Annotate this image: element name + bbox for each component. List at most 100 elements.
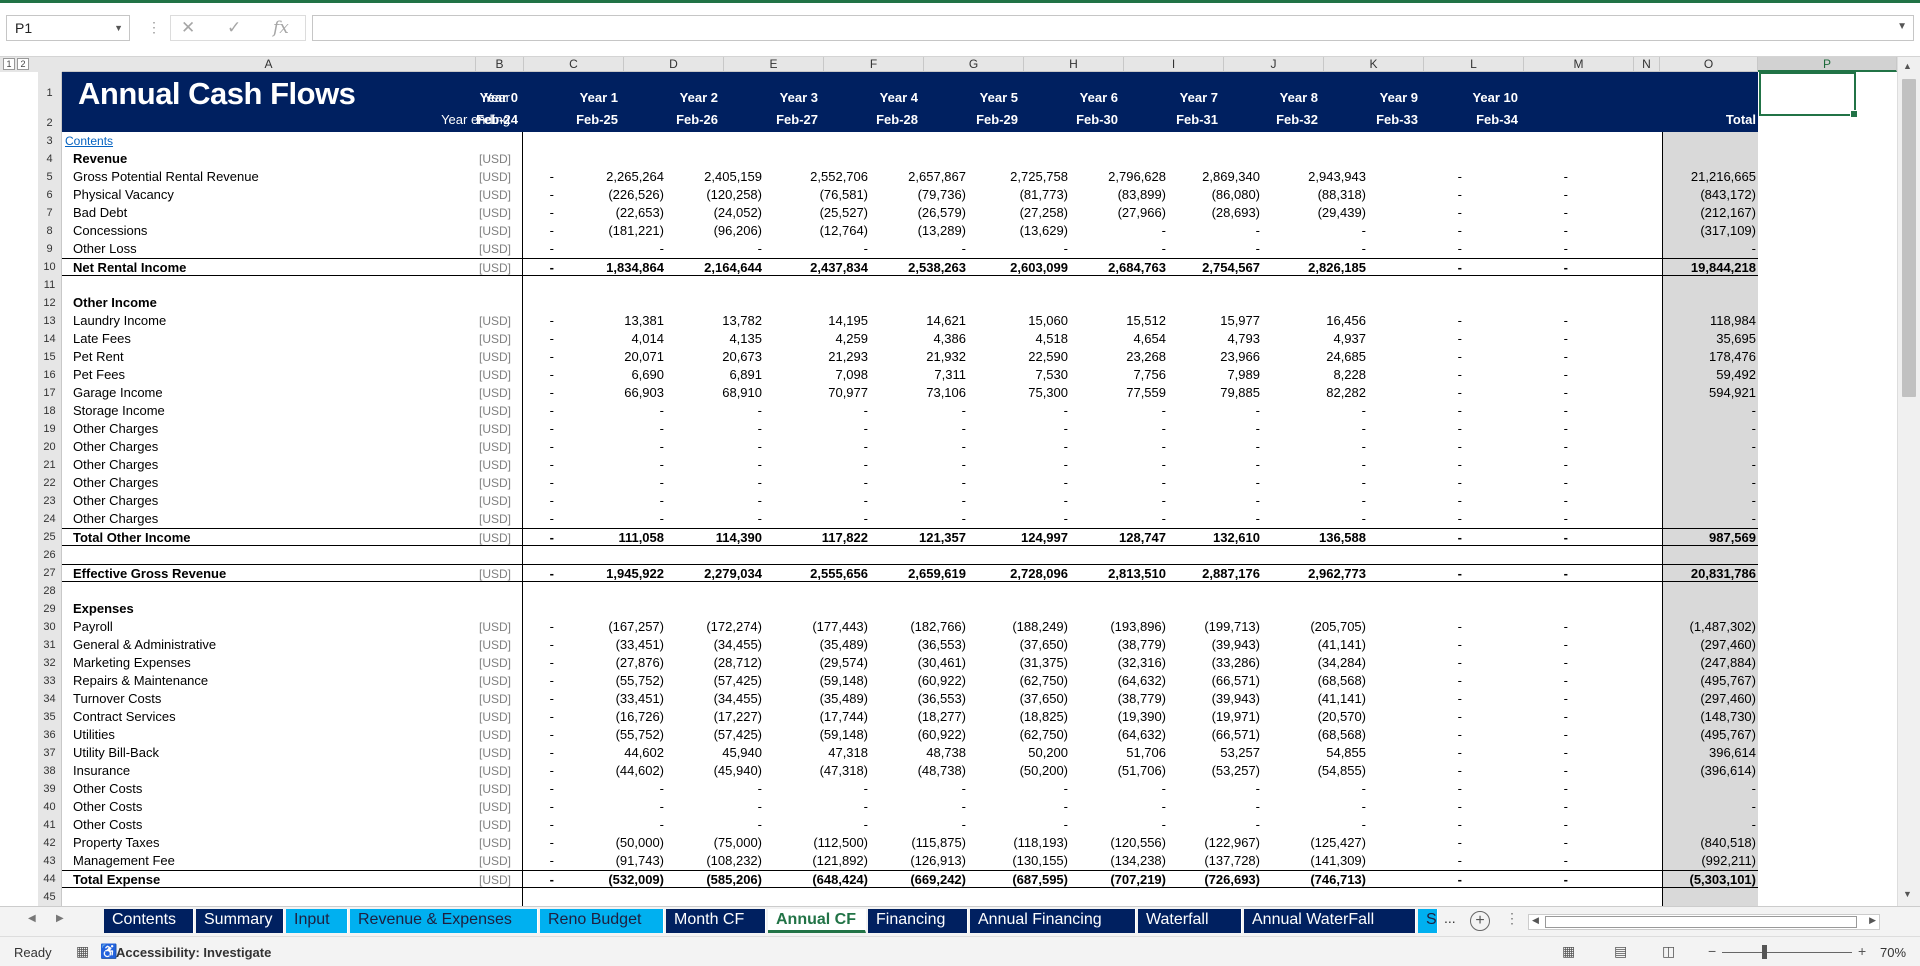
value-cell[interactable]: (44,602) — [615, 763, 664, 778]
value-cell[interactable]: - — [757, 781, 762, 796]
value-cell[interactable]: - — [1563, 691, 1568, 706]
value-cell[interactable]: (130,155) — [1012, 853, 1068, 868]
value-cell[interactable]: - — [1457, 169, 1462, 184]
value-cell[interactable]: - — [1255, 241, 1260, 256]
value-cell[interactable]: (28,712) — [713, 655, 762, 670]
value-cell[interactable]: - — [1161, 421, 1166, 436]
value-cell[interactable]: 117,822 — [821, 530, 868, 545]
value-cell[interactable]: - — [1751, 799, 1756, 814]
value-cell[interactable]: (108,232) — [706, 853, 762, 868]
value-cell[interactable]: - — [961, 475, 966, 490]
value-cell[interactable]: (843,172) — [1700, 187, 1756, 202]
value-cell[interactable]: (122,967) — [1204, 835, 1260, 850]
value-cell[interactable]: 2,657,867 — [908, 169, 966, 184]
row-header[interactable]: 36 — [38, 726, 62, 744]
chevron-down-icon[interactable]: ▼ — [114, 23, 123, 33]
row-label[interactable]: Management Fee — [73, 853, 175, 868]
value-cell[interactable]: - — [1457, 655, 1462, 670]
value-cell[interactable]: (148,730) — [1700, 709, 1756, 724]
value-cell[interactable]: 2,538,263 — [908, 260, 966, 275]
value-cell[interactable]: - — [1563, 637, 1568, 652]
horizontal-scrollbar[interactable]: ◀ ▶ — [1528, 914, 1880, 930]
value-cell[interactable]: - — [757, 511, 762, 526]
value-cell[interactable]: - — [1563, 619, 1568, 634]
value-cell[interactable]: (37,650) — [1019, 637, 1068, 652]
unit-cell[interactable] — [447, 582, 511, 600]
row-header[interactable]: 33 — [38, 672, 62, 690]
value-cell[interactable]: (134,238) — [1110, 853, 1166, 868]
tab-annual-waterfall[interactable]: Annual WaterFall — [1244, 909, 1416, 933]
row-header[interactable]: 17 — [38, 384, 62, 402]
value-cell[interactable]: - — [1563, 187, 1568, 202]
row-label[interactable]: Property Taxes — [73, 835, 160, 850]
value-cell[interactable]: (193,896) — [1110, 619, 1166, 634]
value-cell[interactable]: - — [1255, 817, 1260, 832]
value-cell[interactable]: - — [659, 817, 664, 832]
row-header[interactable]: 28 — [38, 582, 62, 600]
row-label[interactable]: Pet Rent — [73, 349, 124, 364]
value-cell[interactable]: - — [961, 493, 966, 508]
value-cell[interactable]: - — [1161, 799, 1166, 814]
value-cell[interactable]: 2,962,773 — [1308, 566, 1366, 581]
value-cell[interactable]: (396,614) — [1700, 763, 1756, 778]
value-cell[interactable]: 7,098 — [835, 367, 868, 382]
value-cell[interactable]: - — [1063, 781, 1068, 796]
value-cell[interactable]: 2,279,034 — [704, 566, 762, 581]
value-cell[interactable]: 45,940 — [722, 745, 762, 760]
row-header[interactable]: 8 — [38, 222, 62, 240]
value-cell[interactable]: (34,455) — [713, 637, 762, 652]
tab-financing[interactable]: Financing — [868, 909, 968, 933]
value-cell[interactable]: 21,932 — [926, 349, 966, 364]
row-label[interactable]: Other Costs — [73, 781, 143, 796]
value-cell[interactable]: (31,375) — [1019, 655, 1068, 670]
value-cell[interactable]: (297,460) — [1700, 691, 1756, 706]
value-cell[interactable]: - — [1457, 331, 1462, 346]
value-cell[interactable]: - — [1255, 457, 1260, 472]
row-header[interactable]: 7 — [38, 204, 62, 222]
value-cell[interactable]: - — [863, 511, 868, 526]
value-cell[interactable]: 66,903 — [624, 385, 664, 400]
value-cell[interactable]: 132,610 — [1213, 530, 1260, 545]
value-cell[interactable]: - — [1457, 421, 1462, 436]
unit-cell[interactable]: [USD] — [478, 458, 511, 472]
value-cell[interactable]: - — [863, 421, 868, 436]
value-cell[interactable]: - — [1161, 781, 1166, 796]
value-cell[interactable]: 35,695 — [1716, 331, 1756, 346]
value-cell[interactable]: - — [1563, 403, 1568, 418]
row-label[interactable]: Repairs & Maintenance — [73, 673, 209, 688]
value-cell[interactable]: - — [1361, 817, 1366, 832]
value-cell[interactable]: - — [961, 511, 966, 526]
value-cell[interactable]: 4,937 — [1333, 331, 1366, 346]
value-cell[interactable]: - — [1255, 439, 1260, 454]
row-header[interactable]: 9 — [38, 240, 62, 258]
value-cell[interactable]: - — [863, 439, 868, 454]
value-cell[interactable]: 59,492 — [1716, 367, 1756, 382]
value-cell[interactable]: (226,526) — [608, 187, 664, 202]
value-cell[interactable]: (39,943) — [1211, 691, 1260, 706]
value-cell[interactable]: - — [1563, 223, 1568, 238]
row-label[interactable]: Utility Bill-Back — [73, 745, 159, 760]
value-cell[interactable]: - — [1255, 799, 1260, 814]
column-header[interactable]: F — [824, 57, 924, 72]
value-cell[interactable]: - — [1457, 637, 1462, 652]
value-cell[interactable]: (75,000) — [713, 835, 762, 850]
value-cell[interactable]: 2,869,340 — [1202, 169, 1260, 184]
value-cell[interactable]: - — [1457, 619, 1462, 634]
accessibility-status[interactable]: Accessibility: Investigate — [116, 945, 272, 960]
value-cell[interactable]: - — [659, 439, 664, 454]
value-cell[interactable]: 77,559 — [1126, 385, 1166, 400]
value-cell[interactable]: (68,568) — [1317, 673, 1366, 688]
value-cell[interactable]: - — [1563, 745, 1568, 760]
value-cell[interactable]: (297,460) — [1700, 637, 1756, 652]
tab-contents[interactable]: Contents — [104, 909, 194, 933]
row-label[interactable]: Other Income — [73, 295, 157, 310]
value-cell[interactable]: - — [1563, 511, 1568, 526]
value-cell[interactable]: 68,910 — [722, 385, 762, 400]
value-cell[interactable]: - — [549, 691, 554, 706]
value-cell[interactable]: - — [549, 169, 554, 184]
value-cell[interactable]: - — [961, 799, 966, 814]
value-cell[interactable]: - — [1751, 457, 1756, 472]
row-header[interactable]: 31 — [38, 636, 62, 654]
row-header[interactable]: 18 — [38, 402, 62, 420]
value-cell[interactable]: 987,569 — [1709, 530, 1756, 545]
